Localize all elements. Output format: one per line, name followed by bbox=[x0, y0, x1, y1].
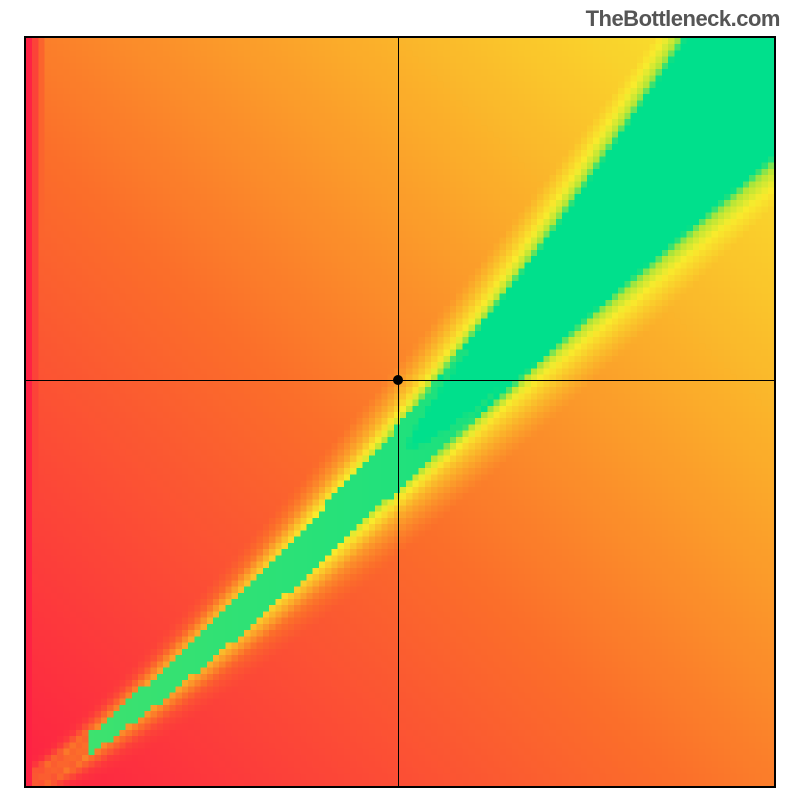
watermark-text: TheBottleneck.com bbox=[586, 6, 780, 32]
crosshair-vertical bbox=[398, 38, 399, 786]
heatmap-canvas bbox=[26, 38, 774, 786]
heatmap-chart bbox=[24, 36, 776, 788]
crosshair-marker-dot bbox=[393, 375, 403, 385]
